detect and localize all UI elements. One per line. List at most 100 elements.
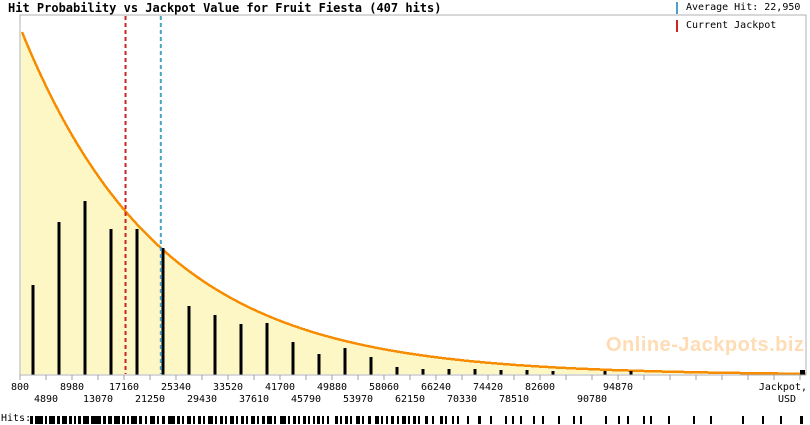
x-tick-label: 37610: [239, 394, 269, 405]
hit-rug-mark: [780, 416, 782, 424]
x-tick-label: 94870: [603, 382, 633, 393]
hit-rug-mark: [618, 416, 620, 424]
hit-rug-mark: [62, 416, 67, 424]
hit-rug-mark: [236, 416, 238, 424]
x-tick-label: 29430: [187, 394, 217, 405]
hit-rug-mark: [57, 416, 60, 424]
hit-rug-mark: [317, 416, 320, 424]
legend: Average Hit: 22,950 Current Jackpot: [676, 1, 800, 37]
histogram-bar: [800, 370, 805, 375]
hit-rug-mark: [83, 416, 89, 424]
hit-rug-mark: [251, 416, 255, 424]
hit-rug-mark: [225, 416, 227, 424]
hit-rug-mark: [308, 416, 310, 424]
hit-rug-mark: [650, 416, 652, 424]
hit-rug-mark: [78, 416, 81, 424]
curve-area-fill: [21, 32, 806, 374]
x-tick-label: 78510: [499, 394, 529, 405]
hit-rug-mark: [262, 416, 265, 424]
x-tick-label: 70330: [447, 394, 477, 405]
hit-rug-mark: [356, 416, 360, 424]
hit-rug-mark: [478, 416, 481, 424]
hit-rug-mark: [114, 416, 120, 424]
histogram-bar: [109, 229, 113, 375]
hit-rug-mark: [230, 416, 234, 424]
hit-rug-mark: [467, 416, 469, 424]
legend-label-current-jackpot: Current Jackpot: [686, 20, 777, 31]
x-tick-label: 21250: [135, 394, 165, 405]
x-axis-title: Jackpot,: [759, 382, 807, 393]
legend-item-average-hit: Average Hit: 22,950: [676, 1, 800, 14]
histogram-bar: [447, 369, 451, 375]
hit-rug-mark: [122, 416, 125, 424]
x-tick-label: 49880: [317, 382, 347, 393]
hit-rug-mark: [512, 416, 514, 424]
hit-rug-mark: [375, 416, 379, 424]
histogram-bar: [83, 201, 87, 375]
hit-rug-mark: [340, 416, 342, 424]
hit-rug-mark: [573, 416, 575, 424]
hit-rug-mark: [627, 416, 629, 424]
histogram-bar: [31, 285, 35, 375]
hit-rug-mark: [303, 416, 306, 424]
hit-rug-mark: [418, 416, 420, 424]
hit-rug-mark: [643, 416, 645, 424]
hit-rug-mark: [168, 416, 175, 424]
hit-rug-mark: [288, 416, 290, 424]
hit-rug-mark: [368, 416, 371, 424]
x-tick-label: 82600: [525, 382, 555, 393]
hit-rug-mark: [108, 416, 112, 424]
hit-rug-mark: [157, 416, 159, 424]
average-hit-dashed-line-icon: [676, 1, 678, 14]
hit-rug-mark: [298, 416, 300, 424]
hit-rug-mark: [274, 416, 276, 424]
hit-rug-mark: [215, 416, 217, 424]
y-axis-hits-label: Hits:: [1, 413, 32, 424]
x-tick-label: 66240: [421, 382, 451, 393]
hit-rug-mark: [182, 416, 184, 424]
chart-title: Hit Probability vs Jackpot Value for Fru…: [8, 1, 442, 15]
hit-rug-mark: [490, 416, 492, 424]
hit-rug-mark: [131, 416, 137, 424]
hit-rug-mark: [335, 416, 338, 424]
hit-rug-mark: [362, 416, 364, 424]
histogram-bar: [317, 354, 321, 375]
hit-rug-mark: [381, 416, 383, 424]
histogram-bar: [499, 370, 503, 375]
histogram-bar: [239, 324, 243, 375]
histogram-bar: [291, 342, 295, 375]
hit-rug-mark: [710, 416, 712, 424]
hit-rug-mark: [445, 416, 447, 424]
hit-rug-mark: [208, 416, 213, 424]
histogram-bar: [213, 315, 217, 375]
x-tick-label: 58060: [369, 382, 399, 393]
histogram-bar: [629, 371, 633, 375]
histogram-bar: [369, 357, 373, 375]
hit-rug-mark: [220, 416, 223, 424]
hit-rug-mark: [177, 416, 180, 424]
hit-rug-mark: [345, 416, 348, 424]
hit-rug-mark: [293, 416, 296, 424]
hit-rug-mark: [457, 416, 459, 424]
hit-rug-mark: [30, 416, 33, 424]
histogram-bar: [395, 367, 399, 375]
hit-rug-mark: [693, 416, 695, 424]
hit-rug-mark: [49, 416, 55, 424]
legend-item-current-jackpot: Current Jackpot: [676, 19, 800, 32]
histogram-bar: [343, 348, 347, 375]
x-axis-title-unit: USD: [778, 394, 796, 405]
hit-rug-mark: [542, 416, 544, 424]
hit-rug-mark: [103, 416, 106, 424]
hit-rug-mark: [668, 416, 670, 424]
histogram-bar: [161, 248, 165, 375]
hit-rug-mark: [520, 416, 522, 424]
hit-rug-mark: [193, 416, 195, 424]
hit-rug-mark: [322, 416, 324, 424]
hit-rug-mark: [413, 416, 416, 424]
hit-rug-mark: [187, 416, 191, 424]
x-tick-label: 13070: [83, 394, 113, 405]
histogram-bar: [473, 369, 477, 375]
histogram-bar: [265, 323, 269, 375]
